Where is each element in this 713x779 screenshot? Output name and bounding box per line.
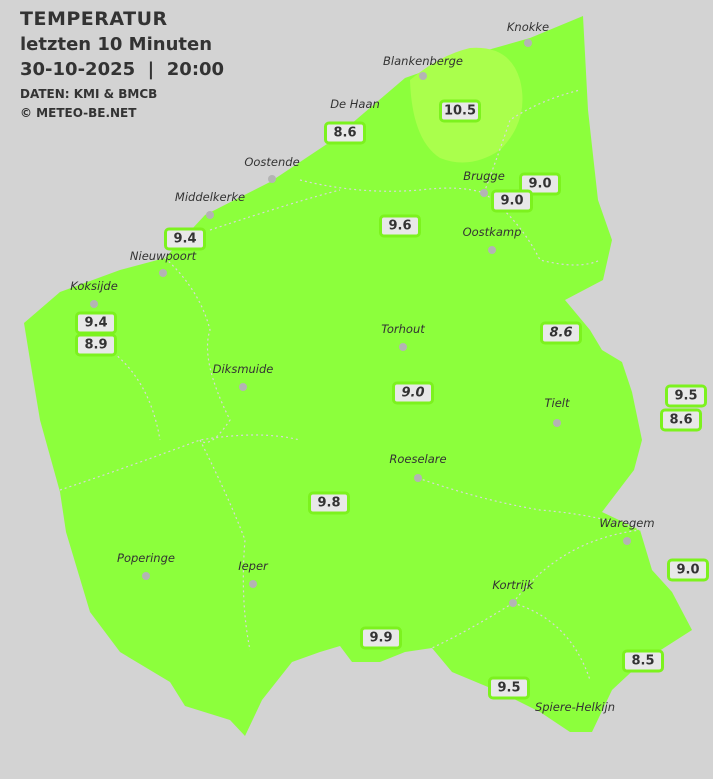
city-label: Torhout (381, 322, 425, 336)
temperature-badge: 8.6 (540, 321, 582, 345)
city-marker (623, 537, 631, 545)
city-label: Kortrijk (492, 578, 534, 592)
city-marker (509, 599, 517, 607)
city-marker (488, 246, 496, 254)
temperature-badge: 9.6 (379, 214, 421, 238)
temperature-badge: 8.6 (324, 121, 366, 145)
city-label: Brugge (463, 169, 505, 183)
map-datetime: 30-10-2025 | 20:00 (20, 59, 225, 80)
city-label: De Haan (330, 97, 380, 111)
city-marker (524, 39, 532, 47)
city-label: Ieper (238, 559, 268, 573)
city-label: Tielt (544, 396, 570, 410)
city-label: Koksijde (70, 279, 118, 293)
city-marker (142, 572, 150, 580)
map-title: TEMPERATUR (20, 8, 168, 30)
city-label: Oostende (244, 155, 300, 169)
temperature-badge: 9.8 (308, 491, 350, 515)
temperature-badge: 10.5 (439, 99, 481, 123)
city-marker (206, 211, 214, 219)
temperature-badge: 9.9 (360, 626, 402, 650)
temperature-badge: 9.5 (665, 384, 707, 408)
city-label: Oostkamp (462, 225, 522, 239)
city-label: Middelkerke (174, 190, 246, 204)
city-marker (249, 580, 257, 588)
city-marker (480, 189, 488, 197)
city-label: Knokke (506, 20, 550, 34)
temperature-badge: 9.0 (667, 558, 709, 582)
city-marker (268, 175, 276, 183)
city-marker (90, 300, 98, 308)
city-label: Poperinge (117, 551, 175, 565)
temperature-badge: 9.5 (488, 676, 530, 700)
city-label: Blankenberge (383, 54, 463, 68)
temperature-badge: 8.5 (622, 649, 664, 673)
city-marker (553, 419, 561, 427)
city-marker (239, 383, 247, 391)
city-marker (399, 343, 407, 351)
temperature-badge: 8.6 (660, 408, 702, 432)
city-label: Diksmuide (212, 362, 274, 376)
municipality-borders (59, 89, 641, 681)
data-source: DATEN: KMI & BMCB (20, 87, 158, 101)
copyright: © METEO-BE.NET (20, 106, 137, 120)
temperature-badge: 8.9 (75, 333, 117, 357)
city-marker (419, 72, 427, 80)
city-label: Nieuwpoort (129, 249, 197, 263)
city-label: Waregem (599, 516, 655, 530)
city-marker (159, 269, 167, 277)
temperature-badge: 9.0 (392, 381, 434, 405)
city-label: Spiere-Helkijn (534, 700, 616, 714)
map-subtitle: letzten 10 Minuten (20, 34, 213, 55)
city-marker (414, 474, 422, 482)
temperature-badge: 9.4 (164, 227, 206, 251)
temperature-badge: 9.4 (75, 311, 117, 335)
city-label: Roeselare (389, 452, 447, 466)
temperature-badge: 9.0 (491, 189, 533, 213)
